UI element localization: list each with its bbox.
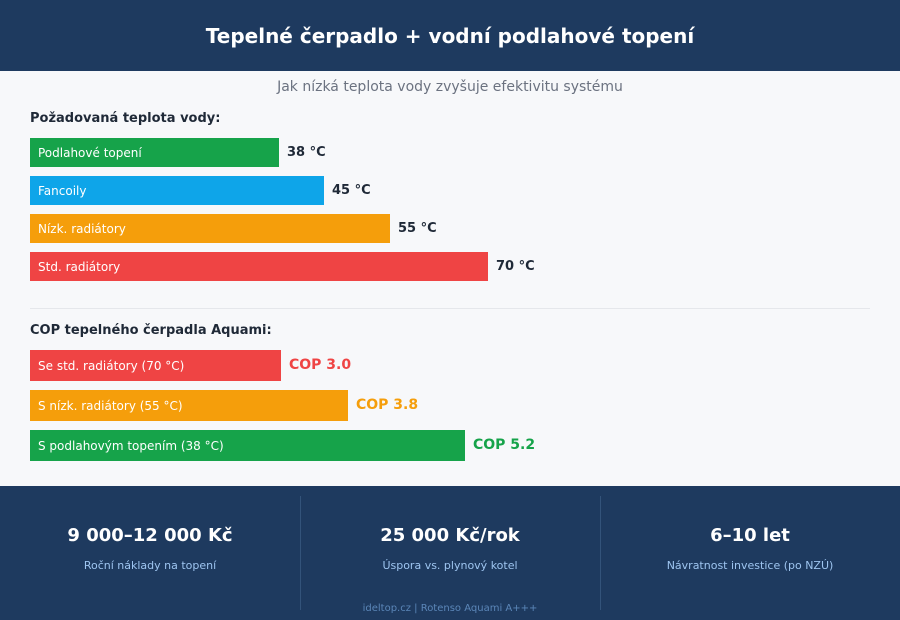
- bar-label: S nízk. radiátory (55 °C): [38, 398, 183, 413]
- stat-separator: [600, 496, 601, 610]
- bar-value-label: 38 °C: [287, 145, 326, 160]
- stat-value: 6–10 let: [710, 525, 790, 546]
- bar-label: Nízk. radiátory: [38, 221, 126, 236]
- bar-label: Se std. radiátory (70 °C): [38, 358, 185, 373]
- page-title: Tepelné čerpadlo + vodní podlahové topen…: [205, 23, 695, 48]
- stat-heating-cost: 9 000–12 000 Kč Roční náklady na topení: [0, 486, 300, 620]
- stat-payback: 6–10 let Návratnost investice (po NZÚ): [600, 486, 900, 620]
- bar-0: Se std. radiátory (70 °C): [30, 350, 281, 381]
- bar-value-label: 55 °C: [398, 221, 437, 236]
- bar-1: S nízk. radiátory (55 °C): [30, 390, 348, 421]
- source-credit: ideltop.cz | Rotenso Aquami A+++: [362, 603, 538, 614]
- page-header: Tepelné čerpadlo + vodní podlahové topen…: [0, 0, 900, 71]
- bar-value-label: COP 5.2: [473, 437, 536, 453]
- bar-label: Std. radiátory: [38, 259, 121, 274]
- section-divider: [30, 308, 870, 309]
- bar-2: Nízk. radiátory: [30, 214, 390, 243]
- temperature-chart-title: Požadovaná teplota vody:: [30, 111, 221, 126]
- page-subtitle: Jak nízká teplota vody zvyšuje efektivit…: [277, 79, 623, 95]
- stat-label: Návratnost investice (po NZÚ): [666, 559, 834, 572]
- stat-separator: [300, 496, 301, 610]
- bar-value-label: COP 3.8: [356, 397, 419, 413]
- bar-value-label: COP 3.0: [289, 357, 352, 373]
- stats-footer: 9 000–12 000 Kč Roční náklady na topení …: [0, 486, 900, 620]
- stat-label: Úspora vs. plynový kotel: [382, 559, 518, 572]
- cop-chart-title: COP tepelného čerpadla Aquami:: [30, 323, 272, 338]
- bar-label: S podlahovým topením (38 °C): [38, 438, 224, 453]
- stat-label: Roční náklady na topení: [83, 559, 217, 572]
- bar-1: Fancoily: [30, 176, 324, 205]
- bar-0: Podlahové topení: [30, 138, 279, 167]
- stat-savings: 25 000 Kč/rok Úspora vs. plynový kotel: [300, 486, 600, 620]
- bar-2: S podlahovým topením (38 °C): [30, 430, 465, 461]
- bar-value-label: 70 °C: [496, 259, 535, 274]
- stat-value: 25 000 Kč/rok: [380, 525, 520, 546]
- stat-value: 9 000–12 000 Kč: [67, 525, 233, 546]
- bar-label: Podlahové topení: [38, 145, 142, 160]
- bar-value-label: 45 °C: [332, 183, 371, 198]
- bar-label: Fancoily: [38, 183, 87, 198]
- bar-3: Std. radiátory: [30, 252, 488, 281]
